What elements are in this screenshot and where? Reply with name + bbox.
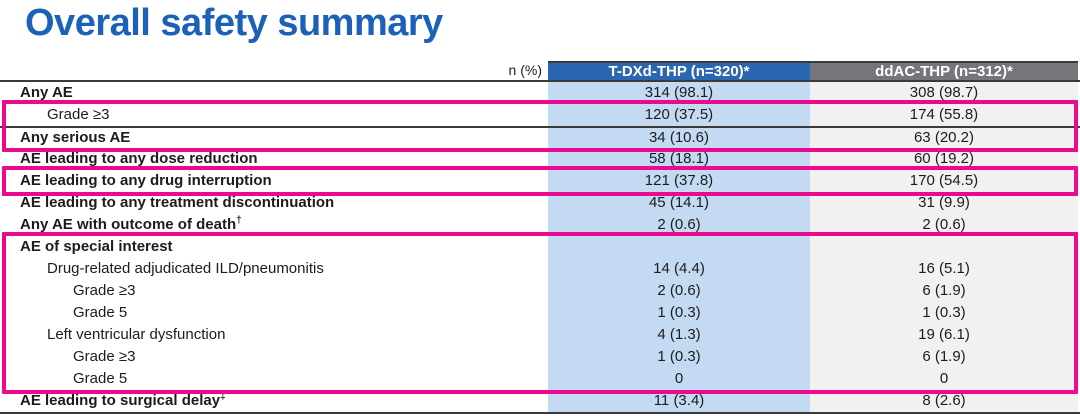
value-tdxd-thp: 120 (37.5) xyxy=(548,104,810,126)
value-ddac-thp: 174 (55.8) xyxy=(810,104,1078,126)
value-ddac-thp: 16 (5.1) xyxy=(810,258,1078,280)
table-row: AE leading to any drug interruption 121 (… xyxy=(0,170,1080,192)
table-row: AE of special interest xyxy=(0,236,1080,258)
value-tdxd-thp: 1 (0.3) xyxy=(548,346,810,368)
row-label: Any AE xyxy=(20,84,73,101)
value-tdxd-thp: 0 xyxy=(548,368,810,390)
column-header-tdxd-thp: T-DXd-THP (n=320)* xyxy=(548,61,810,80)
row-label: Grade ≥3 xyxy=(73,282,136,299)
row-label: AE leading to any dose reduction xyxy=(20,150,258,167)
value-ddac-thp: 6 (1.9) xyxy=(810,346,1078,368)
column-header-ddac-thp: ddAC-THP (n=312)* xyxy=(810,61,1078,80)
row-label: Grade ≥3 xyxy=(73,348,136,365)
value-tdxd-thp: 1 (0.3) xyxy=(548,302,810,324)
table-row: Left ventricular dysfunction 4 (1.3) 19 (6… xyxy=(0,324,1080,346)
row-label: Grade ≥3 xyxy=(47,106,110,123)
value-ddac-thp: 63 (20.2) xyxy=(810,128,1078,148)
value-ddac-thp: 308 (98.7) xyxy=(810,82,1078,104)
value-tdxd-thp: 34 (10.6) xyxy=(548,128,810,148)
row-label: AE leading to surgical delay‡ xyxy=(20,391,226,410)
value-tdxd-thp: 45 (14.1) xyxy=(548,192,810,214)
table-row: Any AE with outcome of death† 2 (0.6) 2 (0… xyxy=(0,214,1080,236)
value-ddac-thp: 1 (0.3) xyxy=(810,302,1078,324)
row-label: AE leading to any treatment discontinuat… xyxy=(20,194,335,211)
value-tdxd-thp: 121 (37.8) xyxy=(548,170,810,192)
value-ddac-thp: 6 (1.9) xyxy=(810,280,1078,302)
table-row: Any AE 314 (98.1) 308 (98.7) xyxy=(0,82,1080,104)
table-row: Drug-related adjudicated ILD/pneumonitis… xyxy=(0,258,1080,280)
value-tdxd-thp xyxy=(548,236,810,258)
value-tdxd-thp: 58 (18.1) xyxy=(548,148,810,170)
table-header-row: n (%) T-DXd-THP (n=320)* ddAC-THP (n=312… xyxy=(0,61,1080,82)
row-label: Grade 5 xyxy=(73,370,128,387)
row-label: Drug-related adjudicated ILD/pneumonitis xyxy=(47,260,324,277)
page-title: Overall safety summary xyxy=(25,2,443,44)
table-row: Grade ≥3 120 (37.5) 174 (55.8) xyxy=(0,104,1080,126)
row-label: Left ventricular dysfunction xyxy=(47,326,226,343)
row-label: AE of special interest xyxy=(20,238,173,255)
safety-summary-table: n (%) T-DXd-THP (n=320)* ddAC-THP (n=312… xyxy=(0,61,1080,414)
table-row: Grade ≥3 2 (0.6) 6 (1.9) xyxy=(0,280,1080,302)
value-tdxd-thp: 11 (3.4) xyxy=(548,390,810,412)
table-row: Grade 5 1 (0.3) 1 (0.3) xyxy=(0,302,1080,324)
value-tdxd-thp: 4 (1.3) xyxy=(548,324,810,346)
unit-label: n (%) xyxy=(508,62,542,78)
value-ddac-thp: 170 (54.5) xyxy=(810,170,1078,192)
value-tdxd-thp: 2 (0.6) xyxy=(548,280,810,302)
table-row: AE leading to surgical delay‡ 11 (3.4) 8 (… xyxy=(0,390,1080,412)
value-ddac-thp: 19 (6.1) xyxy=(810,324,1078,346)
value-ddac-thp: 31 (9.9) xyxy=(810,192,1078,214)
value-ddac-thp: 8 (2.6) xyxy=(810,390,1078,412)
table-row: AE leading to any treatment discontinuat… xyxy=(0,192,1080,214)
footnote-marker: † xyxy=(236,215,242,226)
row-label: Any serious AE xyxy=(20,129,131,146)
value-tdxd-thp: 2 (0.6) xyxy=(548,214,810,236)
table-row: Any serious AE 34 (10.6) 63 (20.2) xyxy=(0,126,1080,148)
row-label: Any AE with outcome of death† xyxy=(20,215,242,234)
value-ddac-thp: 2 (0.6) xyxy=(810,214,1078,236)
row-label: AE leading to any drug interruption xyxy=(20,172,272,189)
table-row: Grade ≥3 1 (0.3) 6 (1.9) xyxy=(0,346,1080,368)
value-ddac-thp xyxy=(810,236,1078,258)
table-row: AE leading to any dose reduction 58 (18.1… xyxy=(0,148,1080,170)
row-label: Grade 5 xyxy=(73,304,128,321)
footnote-marker: ‡ xyxy=(220,391,226,402)
value-tdxd-thp: 314 (98.1) xyxy=(548,82,810,104)
value-ddac-thp: 0 xyxy=(810,368,1078,390)
value-ddac-thp: 60 (19.2) xyxy=(810,148,1078,170)
value-tdxd-thp: 14 (4.4) xyxy=(548,258,810,280)
table-body: Any AE 314 (98.1) 308 (98.7) Grade ≥3 120 (3… xyxy=(0,82,1080,414)
